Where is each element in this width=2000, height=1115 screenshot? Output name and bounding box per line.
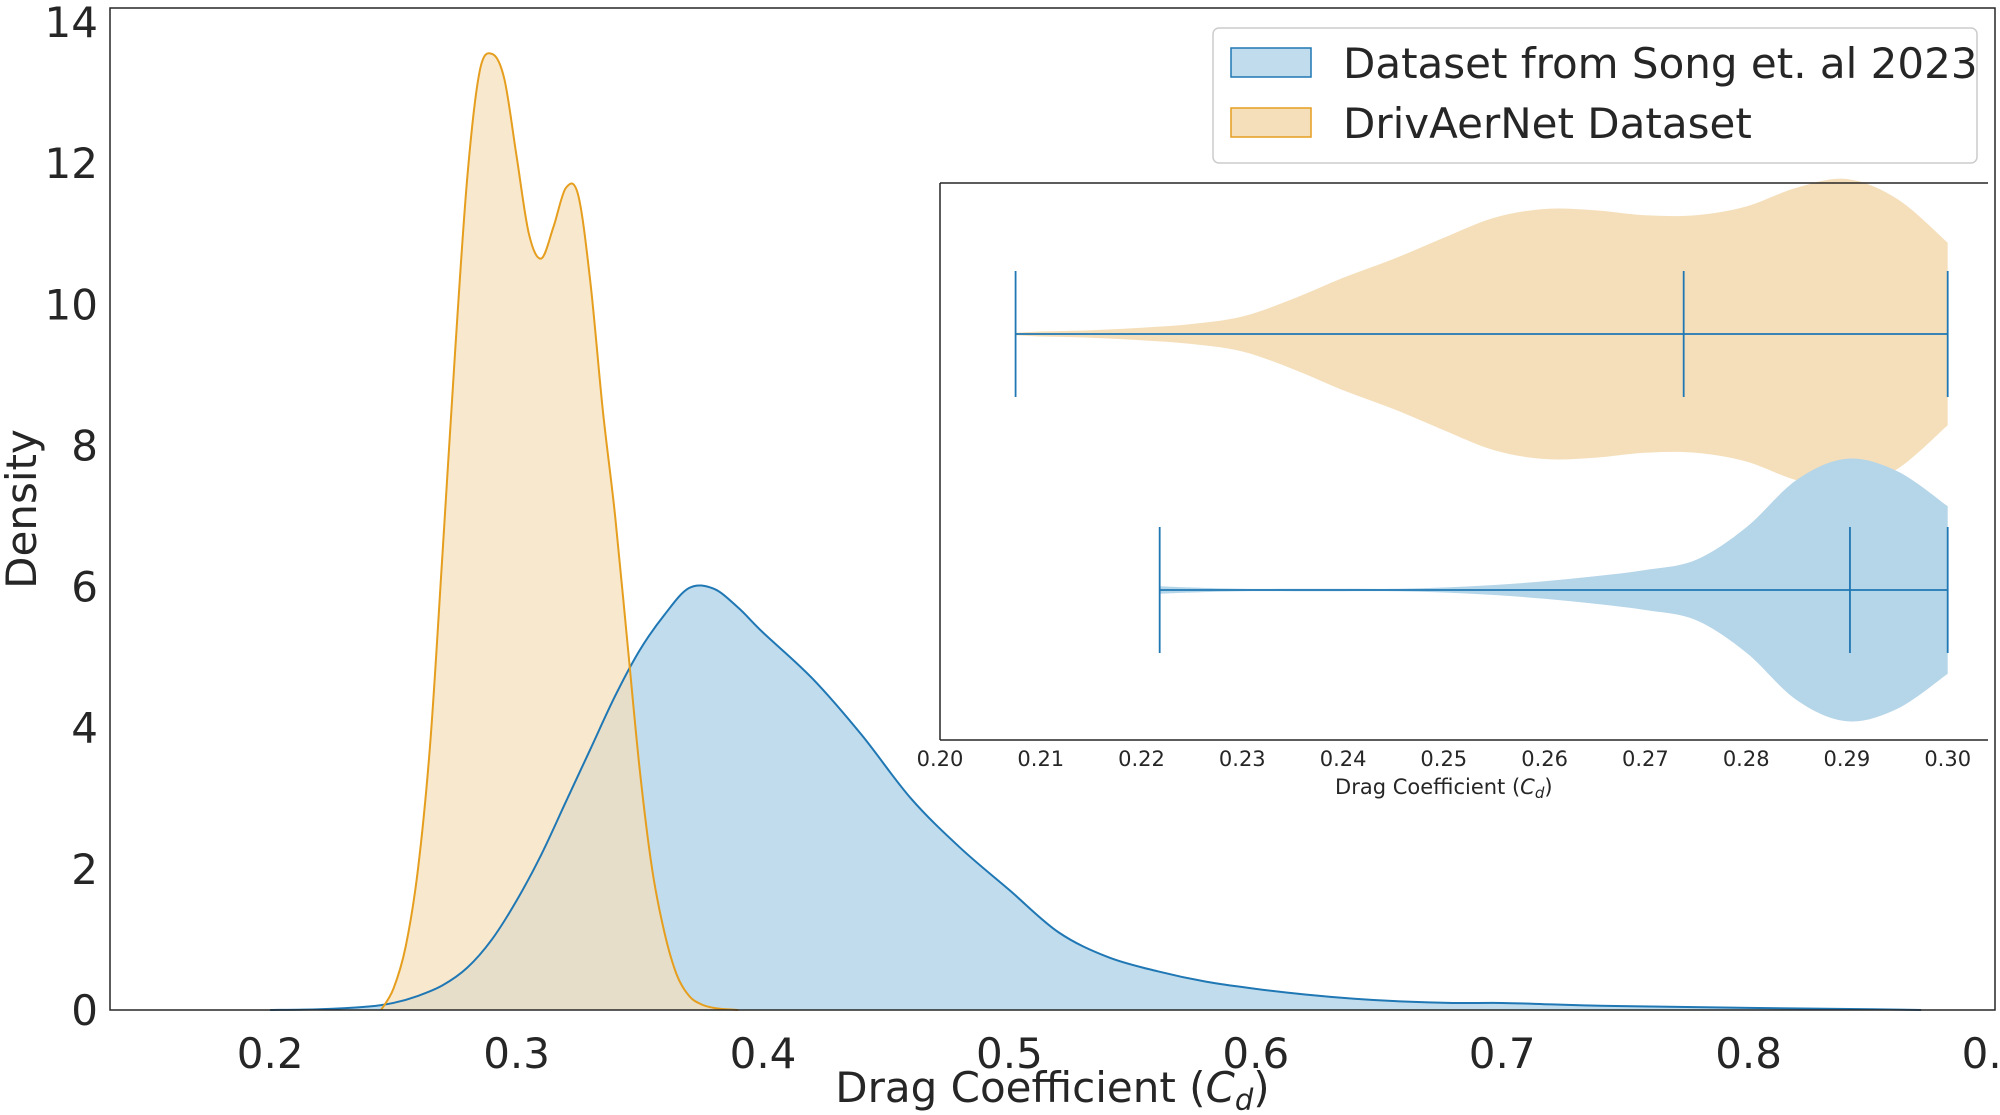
inset-x-tick-label: 0.22 [1118,747,1165,771]
main-y-tick-label: 8 [71,422,98,471]
legend-label: Dataset from Song et. al 2023 [1343,39,1978,88]
inset-x-tick-label: 0.25 [1420,747,1467,771]
legend-box [1212,27,1978,164]
inset-x-axis-label-text: Drag Coefficient ( [1335,775,1520,799]
main-x-tick-label: 0.2 [237,1029,304,1078]
main-x-axis-label-close: ) [1253,1063,1269,1112]
main-y-tick-label: 4 [71,704,98,753]
main-x-axis-label-text: Drag Coefficient ( [835,1063,1205,1112]
main-x-tick-label: 0.9 [1962,1029,2000,1078]
inset-x-tick-label: 0.26 [1521,747,1568,771]
inset-x-tick-label: 0.24 [1320,747,1367,771]
inset-x-tick-label: 0.20 [917,747,964,771]
main-x-tick-label: 0.4 [730,1029,797,1078]
main-y-tick-label: 10 [45,280,98,329]
inset-violin-plot: 0.20 0.21 0.22 0.23 0.24 0.25 0.26 0.27 0.28 0.29… [917,178,1988,802]
density-line-song-2023 [270,584,1922,1011]
inset-x-axis-label: Drag Coefficient (Cd) [1335,775,1553,802]
inset-x-axis-label-sub: d [1535,784,1545,802]
main-x-ticks: 0.2 0.3 0.4 0.5 0.6 0.7 0.8 0.9 [237,1029,2000,1078]
legend: Dataset from Song et. al 2023 DrivAerNet … [1212,27,1978,164]
main-y-tick-label: 0 [71,986,98,1035]
inset-x-tick-label: 0.27 [1622,747,1669,771]
inset-x-tick-label: 0.29 [1824,747,1871,771]
main-x-axis-label-sub: d [1235,1083,1254,1115]
main-y-axis-label: Density [0,429,46,589]
inset-x-tick-label: 0.30 [1924,747,1971,771]
density-line-drivaernet [380,52,739,1011]
inset-x-tick-label: 0.23 [1219,747,1266,771]
main-y-tick-label: 2 [71,845,98,894]
main-plot-frame [109,7,1996,1011]
main-x-tick-label: 0.3 [483,1029,550,1078]
inset-x-axis-label-var: C [1520,775,1535,799]
main-x-tick-label: 0.6 [1222,1029,1289,1078]
violin-shapes [1014,178,1949,722]
inset-plot-frame [939,182,1988,741]
legend-swatch [1230,47,1312,78]
density-fill-drivaernet [381,53,739,1010]
inset-x-axis-label-close: ) [1544,775,1552,799]
main-y-ticks: 0 2 4 6 8 10 12 14 [45,0,98,1035]
main-x-axis-label: Drag Coefficient (Cd) [835,1063,1269,1115]
legend-label: DrivAerNet Dataset [1343,99,1752,148]
legend-swatch [1230,107,1312,138]
inset-x-tick-label: 0.28 [1723,747,1770,771]
inset-x-ticks: 0.20 0.21 0.22 0.23 0.24 0.25 0.26 0.27 0.28 0.29… [917,747,1971,771]
main-x-tick-label: 0.8 [1715,1029,1782,1078]
main-x-tick-label: 0.7 [1469,1029,1536,1078]
main-x-axis-label-var: C [1206,1063,1236,1112]
inset-x-tick-label: 0.21 [1017,747,1064,771]
main-y-tick-label: 12 [45,139,98,188]
main-x-tick-label: 0.5 [976,1029,1043,1078]
main-y-tick-label: 14 [45,0,98,47]
main-y-tick-label: 6 [71,563,98,612]
density-fill-song-2023 [270,585,1922,1010]
density-areas [270,52,1922,1011]
